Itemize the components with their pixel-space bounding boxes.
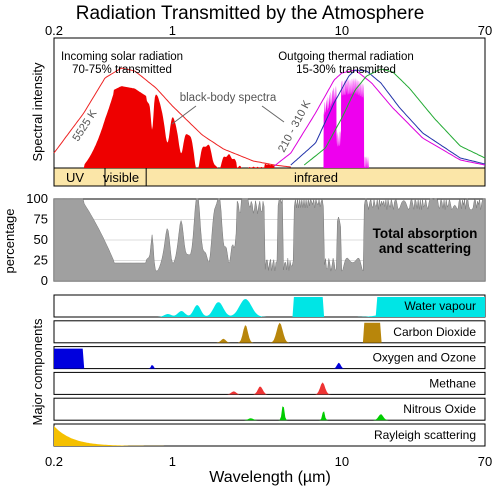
outgoing-label-line1: Outgoing thermal radiation <box>278 51 414 63</box>
thermal-blackbody-curve-210k <box>303 68 486 166</box>
absorption-y-tick-labels: 0 25 50 75 100 <box>26 191 48 288</box>
component-label: Carbon Dioxide <box>393 325 476 339</box>
absorption-y-tick-label: 0 <box>41 273 48 288</box>
components-panel: Water vapour Carbon Dioxide Oxygen and Ozo… <box>53 294 486 447</box>
component-label: Methane <box>429 376 476 390</box>
band-label-visible: visible <box>103 170 139 185</box>
top-tick-label: 0.2 <box>45 23 63 38</box>
component-label: Oxygen and Ozone <box>373 351 477 365</box>
bottom-tick-label: 0.2 <box>45 454 63 469</box>
component-frame <box>53 371 486 395</box>
absorption-y-tick-label: 75 <box>34 212 48 227</box>
outgoing-label-line2: 15-30% transmitted <box>296 64 396 76</box>
component-label: Nitrous Oxide <box>403 402 476 416</box>
spectrum-panel: UV visible infrared Incoming solar radia… <box>30 37 486 187</box>
bottom-tick-label: 1 <box>169 454 176 469</box>
blackbody-pointer-left <box>171 105 197 125</box>
thermal-blackbody-curve-260k <box>290 69 486 166</box>
top-axis-tick-labels: 0.2 1 10 70 <box>45 23 492 38</box>
chart-title: Radiation Transmitted by the Atmosphere <box>76 3 425 24</box>
absorption-y-tick-label: 100 <box>26 191 48 206</box>
incoming-label-line2: 70-75% transmitted <box>72 64 172 76</box>
component-label: Rayleigh scattering <box>374 428 476 442</box>
components-ylabel: Major components <box>30 318 45 425</box>
bottom-tick-label: 10 <box>335 454 349 469</box>
blackbody-pointer-right <box>261 105 285 123</box>
thermal-blackbody-curve-310k <box>274 69 486 167</box>
component-label: Water vapour <box>404 299 476 313</box>
bottom-axis-tick-labels: 0.2 1 10 70 <box>45 454 492 469</box>
component-row: Rayleigh scattering <box>53 423 486 447</box>
solar-blackbody-curve <box>53 67 291 168</box>
bottom-tick-label: 70 <box>478 454 492 469</box>
component-area <box>54 322 485 343</box>
absorption-label-line2: and scattering <box>379 241 471 256</box>
top-tick-label: 70 <box>478 23 492 38</box>
component-row: Carbon Dioxide <box>53 320 486 344</box>
component-row: Methane <box>53 371 486 395</box>
top-tick-label: 1 <box>169 23 176 38</box>
blackbody-label: black-body spectra <box>180 92 277 104</box>
component-row: Nitrous Oxide <box>53 397 486 421</box>
top-tick-label: 10 <box>335 23 349 38</box>
solar-transmitted-area <box>83 86 275 168</box>
thermal-transmitted-area <box>323 77 370 168</box>
absorption-y-tick-label: 25 <box>34 253 48 268</box>
x-axis-label: Wavelength (µm) <box>209 469 331 486</box>
spectrum-ylabel: Spectral intensity <box>30 62 45 161</box>
absorption-area <box>53 198 486 282</box>
band-label-infrared: infrared <box>294 170 338 185</box>
component-row: Oxygen and Ozone <box>53 346 486 370</box>
absorption-label-line1: Total absorption <box>373 226 478 241</box>
incoming-label-line1: Incoming solar radiation <box>61 51 183 63</box>
component-area <box>54 297 485 317</box>
absorption-ylabel: percentage <box>2 208 17 273</box>
band-dividers <box>104 168 147 186</box>
band-label-uv: UV <box>66 170 84 185</box>
component-row: Water vapour <box>53 294 486 318</box>
absorption-y-tick-label: 50 <box>34 232 48 247</box>
absorption-panel: Total absorption and scattering 0 25 50 75 1… <box>2 191 486 288</box>
